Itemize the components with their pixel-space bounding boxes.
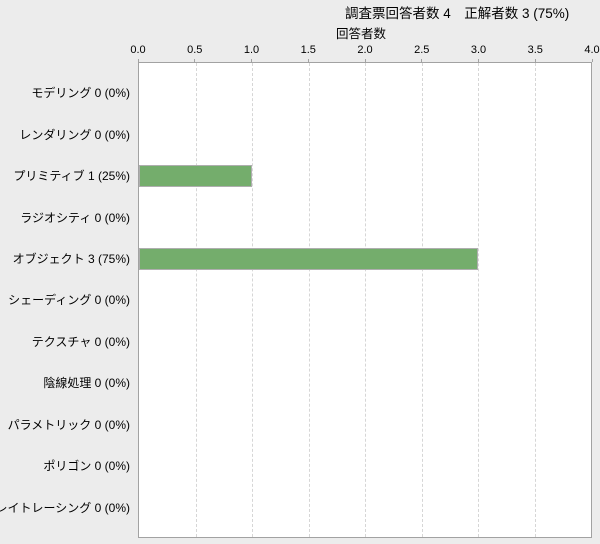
x-tick-label: 3.5 — [527, 44, 543, 56]
gridline — [308, 63, 310, 537]
category-label: シェーディング 0 (0%) — [8, 293, 130, 308]
x-tick-mark — [364, 59, 366, 62]
bar-row-パラメトリック — [139, 403, 591, 444]
x-tick-mark — [307, 59, 309, 62]
gridline — [534, 63, 536, 537]
x-tick-mark — [194, 59, 196, 62]
x-tick-mark — [137, 59, 139, 62]
category-label: レンダリング 0 (0%) — [19, 127, 130, 142]
plot-area — [138, 62, 592, 538]
x-tick-label: 2.5 — [414, 44, 430, 56]
bar-row-テクスチャ — [139, 321, 591, 362]
x-tick-label: 0.0 — [130, 44, 146, 56]
bar-row-モデリング — [139, 73, 591, 114]
bar-row-ポリゴン — [139, 444, 591, 485]
category-label: ラジオシティ 0 (0%) — [20, 210, 130, 225]
category-axis-labels: モデリング 0 (0%) レンダリング 0 (0%) プリミティブ 1 (25%) ラ… — [0, 72, 130, 528]
x-tick-mark — [251, 59, 252, 62]
x-tick-mark — [478, 59, 479, 62]
bar-row-プリミティブ — [139, 156, 591, 197]
x-tick-mark — [534, 59, 536, 62]
x-tick-label: 0.5 — [187, 44, 203, 56]
bar-プリミティブ — [139, 165, 252, 188]
bar-row-ラジオシティ — [139, 197, 591, 238]
bar-row-オブジェクト — [139, 238, 591, 279]
bar-row-レンダリング — [139, 114, 591, 155]
gridline — [365, 63, 366, 537]
chart-title: 調査票回答者数 4 正解者数 3 (75%) — [345, 6, 570, 21]
x-tick-label: 1.0 — [243, 44, 260, 56]
x-axis-tick-labels: 0.0 0.5 1.0 1.5 2.0 2.5 3.0 3.5 4.0 — [130, 44, 599, 57]
category-label: レイトレーシング 0 (0%) — [0, 500, 130, 515]
x-tick-label: 2.0 — [357, 44, 373, 56]
category-label: プリミティブ 1 (25%) — [13, 169, 130, 184]
bar-オブジェクト — [139, 247, 478, 270]
x-tick-label: 1.5 — [300, 44, 316, 56]
gridline — [252, 63, 253, 537]
x-tick-label: 3.0 — [470, 44, 487, 56]
x-axis-title: 回答者数 — [336, 27, 387, 41]
x-tick-mark — [591, 59, 593, 62]
category-label: テクスチャ 0 (0%) — [31, 334, 130, 349]
gridline — [421, 63, 423, 537]
x-tick-mark — [421, 59, 423, 62]
gridline — [478, 63, 479, 537]
x-axis-tick-marks — [137, 59, 593, 62]
x-tick-label: 4.0 — [584, 44, 600, 56]
bar-row-レイトレーシング — [139, 486, 591, 527]
bar-row-陰線処理 — [139, 362, 591, 403]
category-label: モデリング 0 (0%) — [31, 86, 130, 101]
category-label: パラメトリック 0 (0%) — [7, 417, 130, 432]
bar-row-シェーディング — [139, 279, 591, 320]
category-label: 陰線処理 0 (0%) — [43, 376, 130, 391]
category-label: ポリゴン 0 (0%) — [43, 459, 130, 474]
gridline — [195, 63, 197, 537]
category-label: オブジェクト 3 (75%) — [12, 252, 130, 267]
bar-rows — [139, 73, 591, 527]
